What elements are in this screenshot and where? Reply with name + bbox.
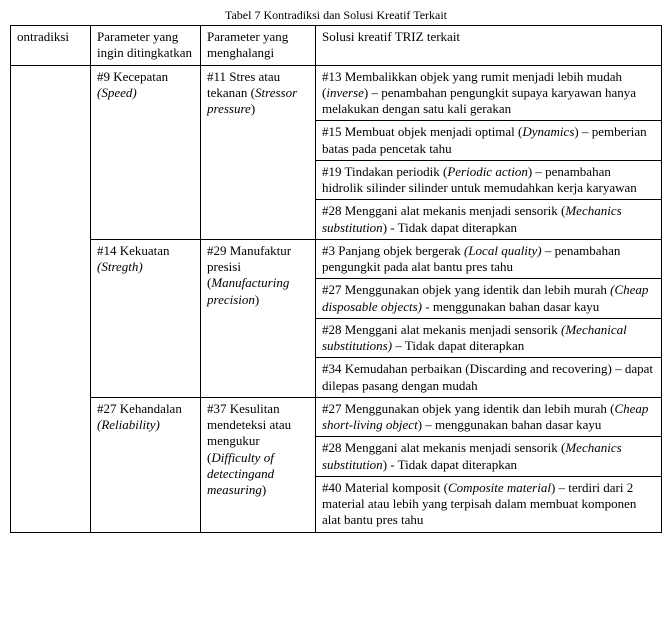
cell-param-block: #37 Kesulitan mendeteksi atau mengukur (…: [201, 397, 316, 532]
header-solusi: Solusi kreatif TRIZ terkait: [316, 26, 662, 66]
cell-solution: #27 Menggunakan objek yang identik dan l…: [316, 279, 662, 319]
cell-param-improve: #14 Kekuatan(Stregth): [91, 239, 201, 397]
cell-solution: #28 Menggani alat mekanis menjadi sensor…: [316, 200, 662, 240]
table-row: #9 Kecepatan(Speed)#11 Stres atau tekana…: [11, 65, 662, 121]
cell-solution: #3 Panjang objek bergerak (Local quality…: [316, 239, 662, 279]
header-kontradiksi: ontradiksi: [11, 26, 91, 66]
cell-solution: #19 Tindakan periodik (Periodic action) …: [316, 160, 662, 200]
header-param-block: Parameter yang menghalangi: [201, 26, 316, 66]
table-caption: Tabel 7 Kontradiksi dan Solusi Kreatif T…: [10, 8, 662, 23]
cell-param-block: #29 Manufaktur presisi (Manufacturing pr…: [201, 239, 316, 397]
cell-param-improve: #27 Kehandalan(Reliability): [91, 397, 201, 532]
cell-solution: #27 Menggunakan objek yang identik dan l…: [316, 397, 662, 437]
cell-solution: #28 Menggani alat mekanis menjadi sensor…: [316, 437, 662, 477]
cell-param-block: #11 Stres atau tekanan (Stressor pressur…: [201, 65, 316, 239]
triz-table: ontradiksi Parameter yang ingin ditingka…: [10, 25, 662, 533]
cell-kontradiksi: [11, 65, 91, 532]
cell-solution: #28 Menggani alat mekanis menjadi sensor…: [316, 318, 662, 358]
cell-solution: #34 Kemudahan perbaikan (Discarding and …: [316, 358, 662, 398]
cell-solution: #15 Membuat objek menjadi optimal (Dynam…: [316, 121, 662, 161]
table-row: #27 Kehandalan(Reliability)#37 Kesulitan…: [11, 397, 662, 437]
header-param-up: Parameter yang ingin ditingkatkan: [91, 26, 201, 66]
cell-param-improve: #9 Kecepatan(Speed): [91, 65, 201, 239]
table-row: #14 Kekuatan(Stregth)#29 Manufaktur pres…: [11, 239, 662, 279]
table-header-row: ontradiksi Parameter yang ingin ditingka…: [11, 26, 662, 66]
cell-solution: #40 Material komposit (Composite materia…: [316, 476, 662, 532]
cell-solution: #13 Membalikkan objek yang rumit menjadi…: [316, 65, 662, 121]
